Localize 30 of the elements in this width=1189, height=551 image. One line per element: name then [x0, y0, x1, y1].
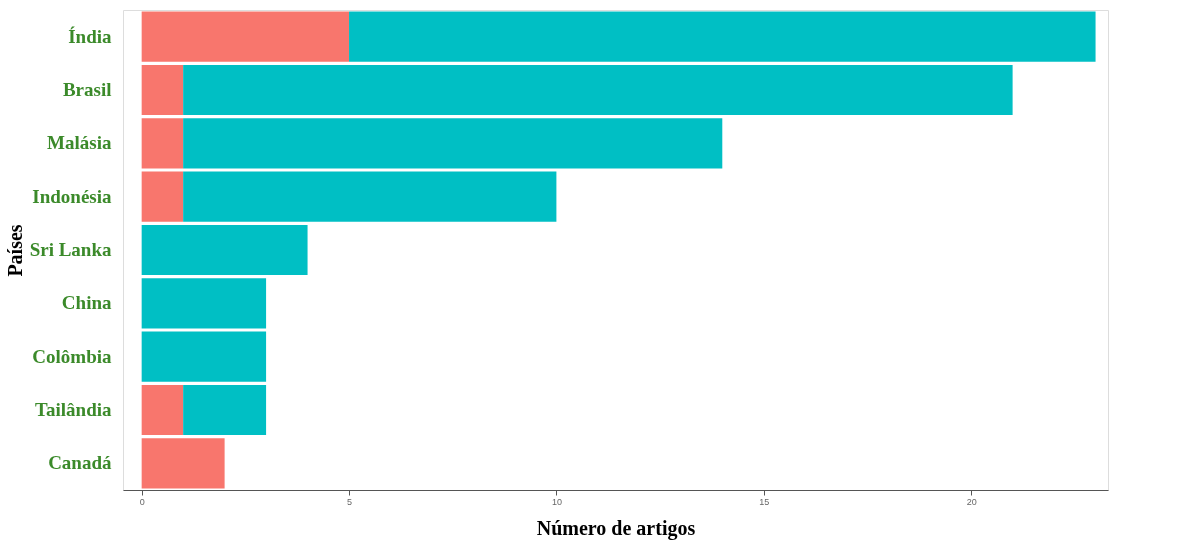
- x-tick-label: 0: [139, 496, 145, 507]
- bar: [183, 118, 723, 169]
- y-tick-label: Colômbia: [32, 345, 112, 367]
- bar: [141, 64, 184, 116]
- bar: [141, 118, 184, 169]
- y-tick-label: Brasil: [62, 79, 112, 100]
- y-tick-label: Malásia: [47, 132, 112, 154]
- bar: [183, 384, 267, 436]
- y-tick-label: Canadá: [48, 452, 112, 474]
- y-tick-label: Índia: [68, 25, 112, 47]
- y-tick-label: Sri Lanka: [29, 239, 112, 260]
- bar: [141, 438, 225, 489]
- x-tick-label: 15: [759, 496, 770, 507]
- bar: [349, 11, 1096, 62]
- bar: [183, 171, 557, 222]
- y-tick-label: Indonésia: [32, 185, 112, 207]
- x-tick-label: 10: [551, 496, 562, 507]
- x-tick-label: 20: [966, 496, 977, 507]
- x-tick-label: 5: [347, 496, 353, 507]
- bar: [141, 278, 267, 329]
- bar: [141, 224, 308, 276]
- bar: [141, 331, 267, 382]
- bar: [141, 11, 350, 62]
- y-axis-title: Países: [3, 224, 26, 277]
- bar: [141, 171, 184, 222]
- x-axis-title: Número de artigos: [536, 516, 696, 540]
- y-tick-label: Tailândia: [35, 399, 112, 420]
- bar: [141, 384, 184, 436]
- y-tick-label: China: [61, 292, 112, 314]
- bar: [183, 64, 1013, 116]
